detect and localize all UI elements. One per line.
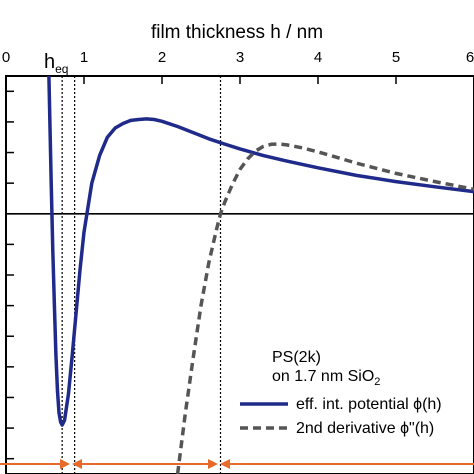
arrow-region-2-left-head (72, 459, 82, 469)
x-ticks: 0 1 2 3 4 5 6 (2, 49, 474, 84)
arrow-region-3-head (220, 459, 230, 469)
heq-label: heq (44, 51, 68, 76)
x-tick-label: 1 (80, 49, 88, 66)
x-tick-label: 5 (392, 49, 400, 66)
y-ticks (6, 90, 14, 460)
legend-header-2: on 1.7 nm SiO2 (272, 368, 380, 388)
series-line-1 (175, 142, 474, 474)
legend-entry-potential: eff. int. potential ϕ(h) (296, 396, 442, 413)
legend-entry-derivative: 2nd derivative ϕ"(h) (296, 420, 434, 437)
plot-frame (5, 75, 474, 474)
legend-header-1: PS(2k) (272, 349, 321, 366)
x-axis-label: film thickness h / nm (151, 22, 323, 43)
arrow-region-2-right-head (208, 459, 218, 469)
series-layer (47, 75, 474, 474)
legend-header-2-sub: 2 (374, 376, 380, 388)
arrow-region-1-head (60, 459, 70, 469)
x-tick-label: 2 (158, 49, 166, 66)
region-arrows (0, 459, 474, 469)
x-tick-label: 6 (466, 49, 474, 66)
series-line-0 (47, 75, 474, 427)
x-tick-label: 0 (2, 49, 10, 66)
heq-label-sub: eq (55, 62, 68, 76)
x-tick-label: 4 (314, 49, 322, 66)
x-tick-label: 3 (236, 49, 244, 66)
legend: PS(2k) on 1.7 nm SiO2 eff. int. potentia… (240, 349, 442, 437)
heq-label-main: h (44, 51, 55, 73)
legend-header-2-main: on 1.7 nm SiO (272, 368, 374, 385)
